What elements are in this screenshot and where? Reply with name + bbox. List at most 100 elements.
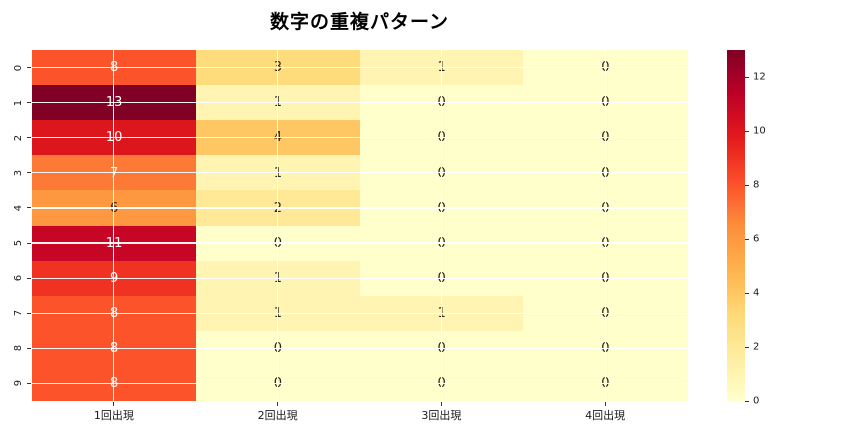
cell-annotation: 0 — [437, 200, 446, 216]
colorbar-tick-mark — [745, 76, 749, 78]
colorbar-tick-mark — [745, 238, 749, 240]
cell-annotation: 0 — [437, 341, 446, 357]
colorbar-tick-label: 4 — [753, 287, 760, 299]
cell-annotation: 0 — [437, 130, 446, 146]
y-tick-label: 0 — [12, 64, 24, 71]
y-tick-mark — [27, 207, 31, 209]
x-tick-mark — [277, 402, 279, 406]
heatmap-cell: 1 — [359, 50, 524, 86]
heatmap-cell: 1 — [195, 295, 360, 332]
heatmap-cell: 0 — [523, 190, 688, 226]
heatmap-cell: 0 — [523, 295, 688, 332]
heatmap-cell: 0 — [359, 120, 524, 156]
cell-annotation: 0 — [601, 235, 610, 251]
cell-annotation: 7 — [109, 165, 119, 181]
x-tick-label: 3回出現 — [421, 409, 462, 422]
colorbar-tick-label: 6 — [753, 233, 760, 245]
x-tick-mark — [604, 402, 606, 406]
y-tick-mark — [27, 137, 31, 139]
cell-annotation: 0 — [437, 270, 446, 286]
cell-annotation: 0 — [601, 305, 610, 321]
colorbar-tick-mark — [745, 184, 749, 186]
cell-annotation: 0 — [437, 235, 446, 251]
heatmap-cell: 0 — [523, 155, 688, 191]
cell-annotation: 8 — [109, 341, 119, 357]
heatmap-cell: 2 — [195, 190, 360, 226]
y-tick-label: 8 — [12, 345, 24, 352]
cell-annotation: 1 — [273, 305, 283, 321]
heatmap-cell: 0 — [195, 330, 360, 367]
colorbar — [727, 50, 745, 401]
cell-annotation: 10 — [105, 130, 123, 146]
y-tick-mark — [27, 102, 31, 104]
heatmap-cell: 0 — [195, 365, 360, 402]
heatmap-cell: 11 — [32, 225, 197, 262]
colorbar-tick-label: 10 — [753, 125, 766, 137]
cell-annotation: 0 — [601, 376, 610, 392]
cell-annotation: 0 — [273, 376, 283, 392]
heatmap-cell: 0 — [359, 85, 524, 121]
cell-annotation: 1 — [273, 165, 283, 181]
cell-annotation: 0 — [437, 165, 446, 181]
heatmap-cell: 0 — [523, 330, 688, 367]
heatmap-cell: 8 — [32, 50, 197, 86]
colorbar-tick-label: 0 — [753, 395, 760, 407]
heatmap-cell: 1 — [195, 85, 360, 121]
cell-annotation: 0 — [437, 376, 446, 392]
x-tick-label: 2回出現 — [257, 409, 298, 422]
cell-annotation: 0 — [601, 165, 610, 181]
y-tick-label: 5 — [12, 239, 24, 247]
colorbar-tick-mark — [745, 346, 749, 348]
colorbar-tick-label: 8 — [753, 179, 760, 191]
heatmap-cell: 0 — [523, 225, 688, 262]
cell-annotation: 0 — [273, 235, 283, 251]
cell-annotation: 4 — [273, 130, 283, 146]
cell-annotation: 0 — [601, 130, 610, 146]
cell-annotation: 0 — [273, 341, 283, 357]
cell-annotation: 1 — [273, 270, 283, 286]
heatmap-cell: 8 — [32, 365, 197, 402]
x-tick-label: 4回出現 — [585, 409, 626, 422]
cell-annotation: 6 — [109, 200, 119, 216]
cell-annotation: 8 — [109, 60, 119, 76]
y-tick-label: 3 — [12, 169, 24, 177]
cell-annotation: 11 — [105, 235, 123, 251]
y-tick-label: 9 — [12, 380, 24, 387]
colorbar-tick-mark — [745, 292, 749, 294]
heatmap-cell: 3 — [195, 50, 360, 86]
heatmap-cell: 0 — [195, 225, 360, 262]
heatmap-cell: 9 — [32, 260, 197, 297]
heatmap-cell: 0 — [523, 50, 688, 86]
colorbar-tick-label: 2 — [753, 341, 760, 353]
heatmap-cell: 8 — [32, 295, 197, 332]
heatmap-cell: 13 — [32, 85, 197, 121]
heatmap-cell: 0 — [523, 120, 688, 156]
cell-annotation: 0 — [601, 200, 610, 216]
heatmap-cell: 1 — [359, 295, 524, 332]
heatmap-cell: 4 — [195, 120, 360, 156]
cell-annotation: 8 — [109, 305, 119, 321]
cell-annotation: 1 — [273, 95, 283, 111]
heatmap-cell: 0 — [359, 260, 524, 297]
y-tick-mark — [27, 277, 31, 279]
heatmap-cell: 0 — [359, 155, 524, 191]
cell-annotation: 1 — [437, 60, 446, 76]
heatmap-cell: 0 — [359, 225, 524, 262]
cell-annotation: 0 — [601, 95, 610, 111]
y-tick-label: 7 — [12, 310, 24, 317]
cell-annotation: 13 — [105, 95, 123, 111]
x-tick-label: 1回出現 — [93, 409, 134, 422]
cell-annotation: 0 — [601, 60, 610, 76]
y-tick-label: 1 — [12, 99, 24, 106]
cell-annotation: 1 — [437, 305, 446, 321]
heatmap-cell: 0 — [359, 330, 524, 367]
heatmap-cell: 0 — [359, 365, 524, 402]
y-tick-mark — [27, 172, 31, 174]
heatmap-cell: 1 — [195, 260, 360, 297]
chart-title: 数字の重複パターン — [269, 11, 450, 33]
cell-annotation: 9 — [109, 270, 119, 286]
y-tick-label: 4 — [12, 204, 24, 212]
y-tick-mark — [27, 67, 31, 69]
colorbar-tick-label: 12 — [753, 71, 766, 83]
heatmap-cell: 0 — [523, 85, 688, 121]
